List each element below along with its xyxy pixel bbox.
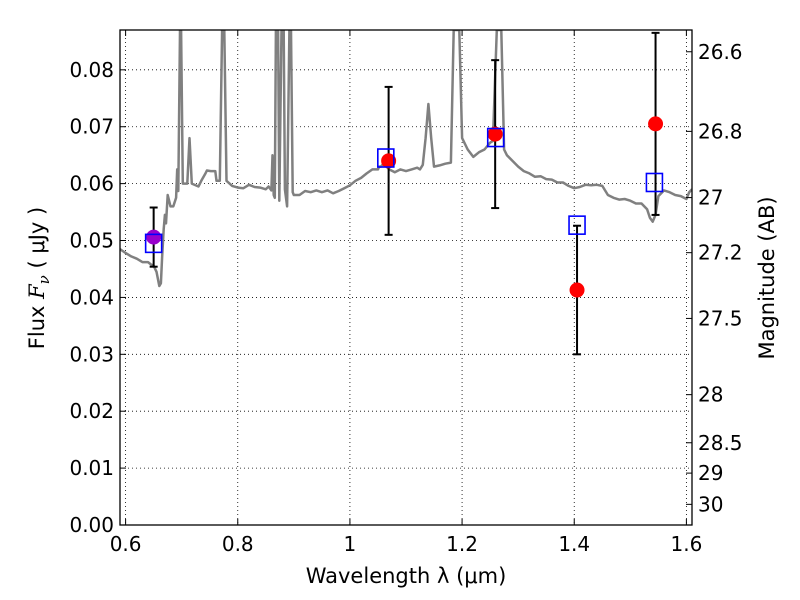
data-layer <box>120 30 692 288</box>
observed-flux-point <box>381 153 397 169</box>
model-photometry-square <box>645 172 664 193</box>
mag-tick-label: 27.5 <box>698 306 743 330</box>
model-photometry-square <box>144 233 163 254</box>
y-tick-label: 0.00 <box>69 513 114 537</box>
observed-flux-point <box>146 229 162 245</box>
mag-tick-label: 26.6 <box>698 40 743 64</box>
ticks: 0.6 0.8 1 1.2 1.4 1.6 0.00 0.01 0.02 0.03 0.04 0.05… <box>69 30 743 556</box>
y-tick-label: 0.06 <box>69 172 114 196</box>
spectrum-line <box>120 30 692 288</box>
observed-flux-point <box>487 126 503 142</box>
x-tick-label: 1.6 <box>670 532 702 556</box>
mag-tick-label: 27 <box>698 186 723 210</box>
y-axis-label: Flux Fν ( μJy ) <box>25 207 53 349</box>
y2-axis-label: Magnitude (AB) <box>755 196 779 359</box>
mag-tick-label: 27.2 <box>698 241 743 265</box>
x-tick-label: 0.6 <box>110 532 142 556</box>
y-axis-label-symbol: F <box>25 283 49 300</box>
x-tick-label: 1.4 <box>558 532 590 556</box>
y-tick-label: 0.08 <box>69 58 114 82</box>
x-tick-label: 1 <box>344 532 357 556</box>
mag-tick-label: 29 <box>698 461 723 485</box>
mag-tick-label: 26.8 <box>698 119 743 143</box>
y-axis-label-subscript: ν <box>35 275 53 284</box>
model-photometry-square <box>377 148 395 168</box>
y-tick-label: 0.07 <box>69 115 114 139</box>
y-axis-label-prefix: Flux <box>25 299 49 349</box>
model-photometry-square <box>568 215 586 235</box>
mag-tick-label: 28 <box>698 383 723 407</box>
y-tick-label: 0.04 <box>69 285 114 309</box>
errorbar-layer <box>144 31 664 356</box>
x-axis-label: Wavelength λ (μm) <box>306 564 507 588</box>
y-tick-label: 0.03 <box>69 342 114 366</box>
x-tick-label: 0.8 <box>222 532 254 556</box>
x-tick-label: 1.2 <box>446 532 478 556</box>
plot-frame <box>119 29 693 526</box>
y-axis-label-suffix: ( μJy ) <box>25 207 49 275</box>
mag-tick-label: 28.5 <box>698 431 743 455</box>
observed-flux-point <box>648 116 664 132</box>
mag-tick-label: 30 <box>698 492 723 516</box>
y-tick-label: 0.01 <box>69 456 114 480</box>
y-tick-label: 0.02 <box>69 399 114 423</box>
y-tick-label: 0.05 <box>69 229 114 253</box>
model-photometry-square <box>486 127 505 148</box>
observed-flux-point <box>569 282 585 298</box>
